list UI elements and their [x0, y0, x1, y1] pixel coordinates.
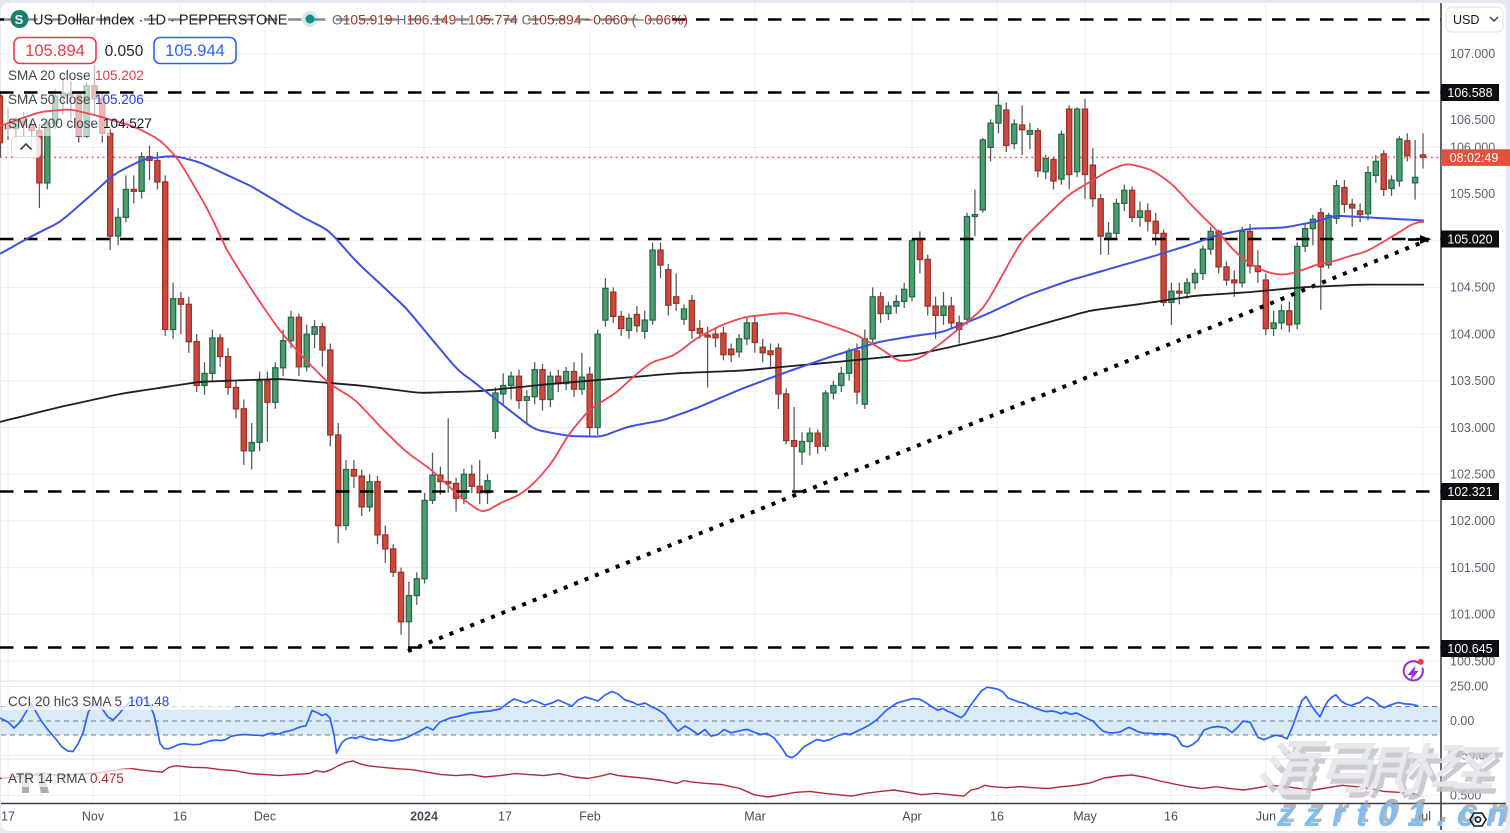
svg-text:Nov: Nov: [82, 810, 105, 824]
svg-text:103.000: 103.000: [1450, 421, 1495, 435]
svg-text:O105.919 H106.149 L105.774 C10: O105.919 H106.149 L105.774 C105.894 −0.0…: [332, 13, 688, 28]
svg-text:103.500: 103.500: [1450, 374, 1495, 388]
svg-text:S: S: [15, 12, 24, 27]
svg-text:zzrt01.cn: zzrt01.cn: [1276, 796, 1510, 833]
svg-text:Jul: Jul: [1415, 810, 1431, 824]
svg-text:102.000: 102.000: [1450, 514, 1495, 528]
svg-text:16: 16: [990, 810, 1004, 824]
svg-text:107.000: 107.000: [1450, 47, 1495, 61]
svg-text:105.206: 105.206: [95, 92, 144, 107]
svg-text:SMA 20 close: SMA 20 close: [8, 68, 91, 83]
svg-text:101.500: 101.500: [1450, 561, 1495, 575]
svg-text:16: 16: [173, 810, 187, 824]
svg-text:102.500: 102.500: [1450, 468, 1495, 482]
svg-text:106.588: 106.588: [1447, 86, 1492, 100]
svg-text:105.944: 105.944: [165, 42, 225, 60]
svg-text:USD: USD: [1453, 13, 1479, 27]
svg-text:May: May: [1073, 810, 1097, 824]
svg-text:104.000: 104.000: [1450, 327, 1495, 341]
svg-text:250.00: 250.00: [1450, 680, 1488, 694]
svg-text:ATR 14 RMA: ATR 14 RMA: [8, 771, 87, 786]
svg-text:0.475: 0.475: [90, 771, 124, 786]
svg-text:17: 17: [498, 810, 512, 824]
svg-text:100.500: 100.500: [1450, 654, 1495, 668]
svg-text:0.00: 0.00: [1450, 714, 1474, 728]
svg-text:0.050: 0.050: [105, 43, 144, 60]
svg-text:104.527: 104.527: [103, 116, 152, 131]
svg-text:105.894: 105.894: [25, 42, 85, 60]
svg-text:Mar: Mar: [744, 810, 766, 824]
svg-text:08:02:49: 08:02:49: [1450, 151, 1499, 165]
svg-text:101.000: 101.000: [1450, 608, 1495, 622]
svg-text:106.500: 106.500: [1450, 113, 1495, 127]
svg-text:Feb: Feb: [579, 810, 601, 824]
svg-text:16: 16: [1164, 810, 1178, 824]
svg-text:zzrt01.cn: zzrt01.cn: [1279, 792, 1510, 829]
svg-text:17: 17: [1, 810, 15, 824]
svg-text:105.500: 105.500: [1450, 187, 1495, 201]
svg-text:101.48: 101.48: [128, 694, 169, 709]
svg-text:104.500: 104.500: [1450, 281, 1495, 295]
svg-text:102.321: 102.321: [1447, 485, 1492, 499]
svg-text:Dec: Dec: [254, 810, 276, 824]
svg-text:US Dollar Index · 1D · PEPPERS: US Dollar Index · 1D · PEPPERSTONE: [33, 13, 288, 29]
svg-text:105.202: 105.202: [95, 68, 144, 83]
svg-text:SMA 200 close: SMA 200 close: [8, 116, 98, 131]
svg-text:100.645: 100.645: [1447, 642, 1492, 656]
svg-text:Jun: Jun: [1256, 810, 1276, 824]
svg-text:2024: 2024: [410, 810, 438, 824]
svg-text:105.020: 105.020: [1447, 232, 1492, 246]
svg-text:SMA 50 close: SMA 50 close: [8, 92, 91, 107]
svg-text:Apr: Apr: [902, 810, 921, 824]
svg-text:CCI 20 hlc3 SMA 5: CCI 20 hlc3 SMA 5: [8, 694, 122, 709]
